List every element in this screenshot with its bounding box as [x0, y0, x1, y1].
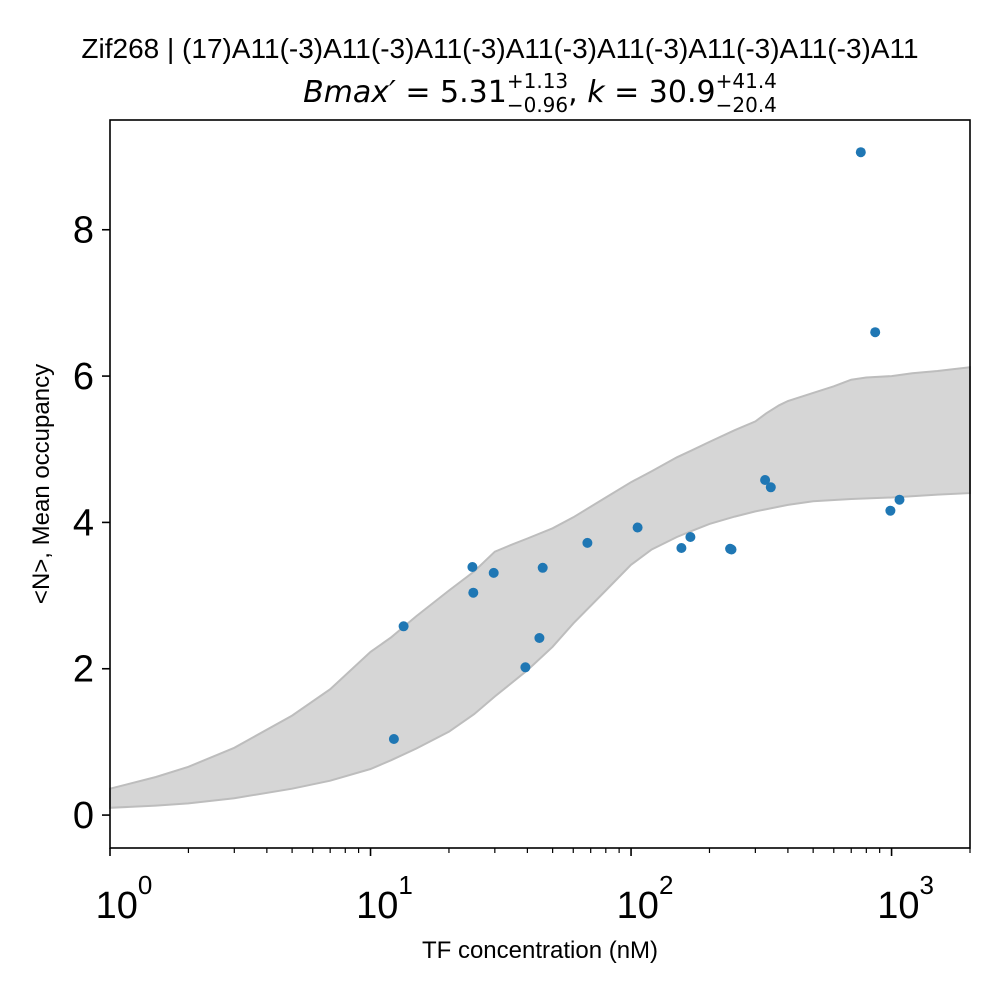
- data-point-20: [894, 494, 905, 505]
- x-tick-label: 101: [356, 870, 413, 927]
- data-point-17: [855, 147, 866, 158]
- subtitle-k-lower: −20.4: [716, 93, 777, 117]
- data-point-16: [765, 482, 776, 493]
- subtitle-k-symbol: k: [587, 75, 606, 110]
- y-axis-label: <N>, Mean occupancy: [28, 364, 55, 604]
- y-tick-label: 2: [73, 649, 94, 691]
- subtitle-bmax-upper: +1.13: [507, 69, 568, 93]
- chart-subtitle: Bmax′ = 5.31+1.13 −0.96, k = 30.9+41.4 −20…: [303, 69, 777, 117]
- data-point-11: [676, 543, 687, 553]
- x-tick-label: 103: [877, 870, 934, 927]
- y-tick-label: 0: [73, 795, 94, 837]
- y-tick-label: 6: [73, 356, 94, 398]
- subtitle-bmax-symbol: Bmax′: [303, 75, 396, 110]
- data-point-18: [870, 327, 881, 338]
- subtitle-separator: ,: [568, 75, 587, 110]
- plot-area: [109, 147, 971, 809]
- y-axis: 0 2 4 6 8: [73, 210, 110, 837]
- data-point-12: [685, 532, 696, 542]
- x-axis-label: TF concentration (nM): [422, 937, 658, 964]
- confidence-band: [109, 366, 971, 809]
- y-tick-label: 4: [73, 502, 94, 544]
- data-point-19: [885, 505, 896, 516]
- subtitle-bmax-value: = 5.31: [396, 75, 507, 110]
- plot-frame: [109, 119, 971, 849]
- subtitle-k-value: = 30.9: [605, 75, 716, 110]
- x-tick-label: 102: [617, 870, 674, 927]
- y-tick-label: 8: [73, 210, 94, 252]
- data-point-5: [488, 567, 499, 578]
- data-point-4: [468, 587, 479, 598]
- data-point-8: [537, 562, 548, 573]
- data-point-6: [520, 662, 531, 673]
- data-point-7: [534, 633, 545, 643]
- chart-title: Zif268 | (17)A11(-3)A11(-3)A11(-3)A11(-3…: [81, 33, 918, 64]
- data-point-10: [632, 522, 643, 533]
- data-point-14: [726, 544, 737, 555]
- x-tick-label: 100: [96, 870, 153, 927]
- data-point-2: [398, 621, 409, 632]
- subtitle-k-upper: +41.4: [716, 69, 777, 93]
- data-point-9: [582, 537, 593, 548]
- data-point-3: [467, 562, 478, 572]
- subtitle-bmax-lower: −0.96: [507, 93, 568, 117]
- data-point-15: [760, 475, 771, 485]
- x-axis: 100 101 102 103: [96, 848, 971, 927]
- data-point-1: [388, 734, 399, 744]
